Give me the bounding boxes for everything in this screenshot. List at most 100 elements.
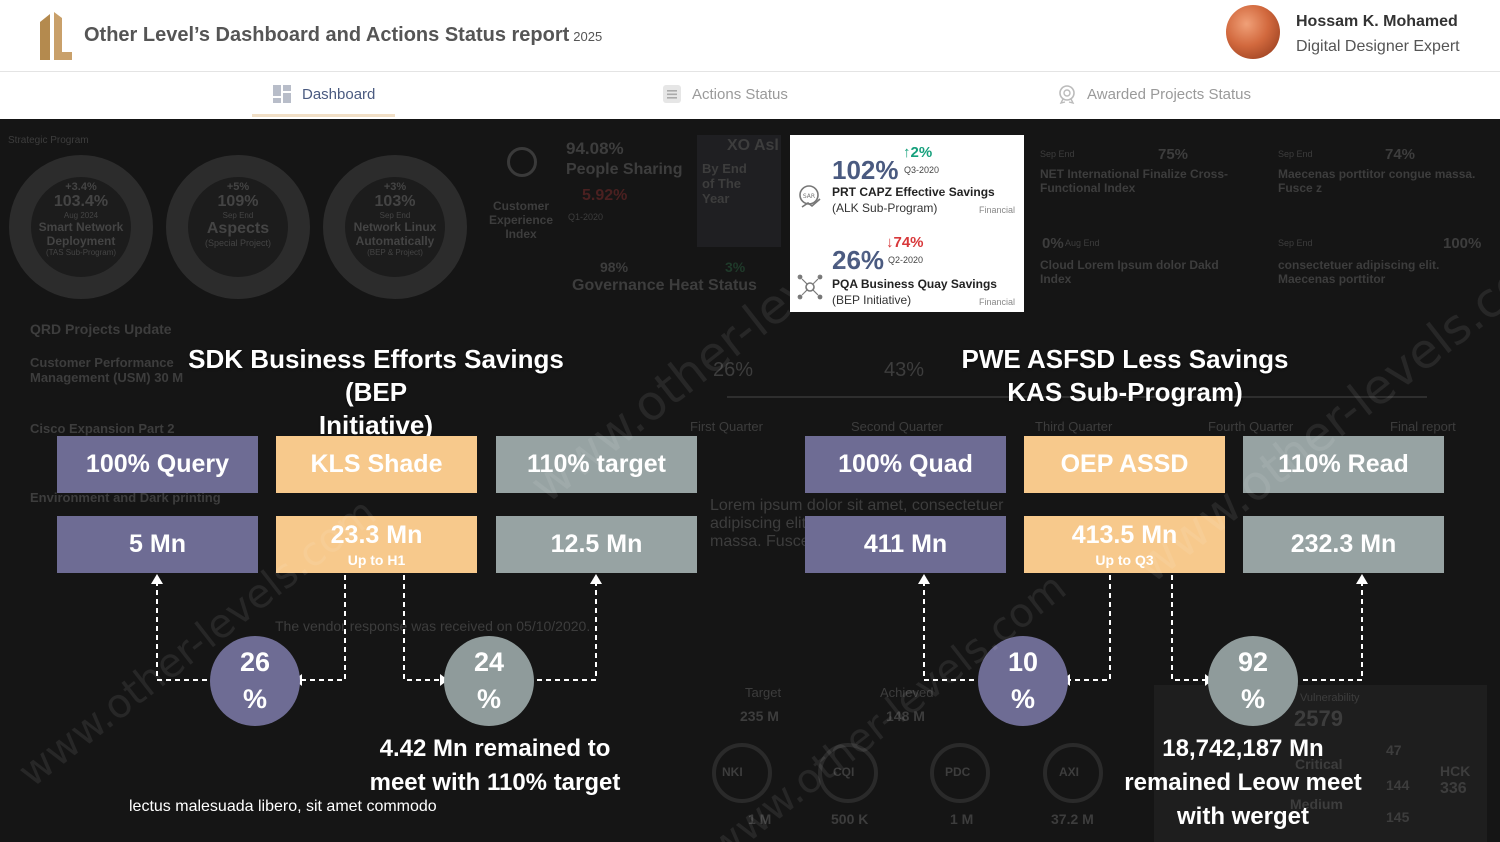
left-box-target[interactable]: 110% target bbox=[496, 436, 697, 493]
box-value: 23.3 Mn bbox=[330, 521, 423, 549]
side-value: 145 bbox=[1386, 809, 1410, 825]
tab-actions-status[interactable]: Actions Status bbox=[662, 84, 788, 104]
tab-awarded-projects[interactable]: Awarded Projects Status bbox=[1057, 84, 1251, 104]
ring-period: Sep End bbox=[379, 211, 411, 220]
quarter-label: Final report bbox=[1390, 419, 1456, 434]
right-value-box[interactable]: 411 Mn bbox=[805, 516, 1006, 573]
bubble-number: 92 bbox=[1237, 647, 1269, 677]
hck-value: 336 bbox=[1440, 780, 1467, 797]
tab-label: Actions Status bbox=[692, 85, 788, 103]
quarter-label: Fourth Quarter bbox=[1208, 419, 1294, 434]
vuln-label: Vulnerability bbox=[1300, 692, 1360, 704]
left-row: The vendor response was received on 05/1… bbox=[275, 618, 591, 634]
brand-logo bbox=[40, 12, 72, 60]
gov-pct: 98% bbox=[600, 259, 629, 275]
bubble-number: 24 bbox=[473, 647, 505, 677]
cx-label: Customer Experience Index bbox=[488, 199, 554, 241]
left-row: Environment and Dark printing bbox=[30, 490, 221, 505]
savings-pct: 102% bbox=[832, 155, 899, 185]
card-label: Cloud Lorem Ipsum dolor Dakd Index bbox=[1040, 258, 1219, 286]
gauge-value: 1 M bbox=[748, 811, 772, 827]
left-row: Customer Performance Management (USM) 30… bbox=[30, 355, 184, 385]
right-box-assd[interactable]: OEP ASSD bbox=[1024, 436, 1225, 493]
ring-pct: 103% bbox=[374, 193, 416, 210]
box-label: 100% Quad bbox=[838, 450, 973, 478]
arrow-down-icon: ↓ bbox=[886, 234, 894, 251]
ring-change: +3% bbox=[383, 181, 407, 193]
vuln-value: 2579 bbox=[1294, 706, 1343, 731]
right-bubble-pct: 92 % bbox=[1208, 636, 1298, 726]
side-value: 144 bbox=[1386, 777, 1410, 793]
box-sub: Up to H1 bbox=[347, 552, 406, 568]
savings-change-value: 74% bbox=[893, 234, 924, 251]
quarter-pct: 26% bbox=[713, 359, 754, 381]
left-box-shade[interactable]: KLS Shade bbox=[276, 436, 477, 493]
savings-tag: Financial bbox=[978, 297, 1015, 307]
card-pct: 74% bbox=[1385, 146, 1416, 163]
right-box-read[interactable]: 110% Read bbox=[1243, 436, 1444, 493]
gauge-label: CQI bbox=[833, 765, 855, 779]
savings-item: 26% ↓74% Q2-2020 PQA Business Quay Savin… bbox=[790, 225, 1024, 313]
quarter-line bbox=[727, 396, 1427, 398]
savings-card[interactable]: SAR 102% ↑2% Q3-2020 PRT CAPZ Effective … bbox=[790, 135, 1024, 312]
award-icon bbox=[1059, 85, 1075, 104]
summary-line: 4.42 Mn remained to bbox=[379, 735, 611, 762]
bubble-number: 26 bbox=[239, 647, 271, 677]
vulnerability-card bbox=[1154, 685, 1487, 842]
box-value: 5 Mn bbox=[129, 530, 186, 558]
right-box-quad[interactable]: 100% Quad bbox=[805, 436, 1006, 493]
left-row: Cisco Expansion Part 2 bbox=[30, 421, 175, 436]
right-value-box[interactable]: 232.3 Mn bbox=[1243, 516, 1444, 573]
ring-content: +5% 109% Sep End Aspects (Special Projec… bbox=[166, 181, 310, 248]
box-value: 411 Mn bbox=[863, 530, 948, 558]
bubble-unit: % bbox=[476, 684, 501, 714]
card-period: Sep End bbox=[1278, 149, 1313, 159]
bubble-number: 10 bbox=[1007, 647, 1039, 677]
left-value-box[interactable]: 5 Mn bbox=[57, 516, 258, 573]
ring-period: Aug 2024 bbox=[63, 211, 99, 220]
card-period: Sep End bbox=[1040, 149, 1075, 159]
card-pct: 100% bbox=[1443, 235, 1482, 252]
box-label: 110% target bbox=[527, 450, 666, 478]
quarter-label: Third Quarter bbox=[1035, 419, 1113, 434]
left-box-query[interactable]: 100% Query bbox=[57, 436, 258, 493]
people-period: Q1-2020 bbox=[568, 212, 604, 222]
gauge-value: 500 K bbox=[831, 811, 869, 827]
footer-note: lectus malesuada libero, sit amet commod… bbox=[129, 798, 437, 815]
savings-pct: 26% bbox=[832, 245, 885, 275]
title-line: KAS Sub-Program) bbox=[1007, 377, 1243, 407]
title-line: Initiative) bbox=[318, 410, 434, 440]
left-value-box[interactable]: 23.3 Mn Up to H1 bbox=[276, 516, 477, 573]
savings-sub: (BEP Initiative) bbox=[832, 293, 912, 307]
title-line: PWE ASFSD Less Savings bbox=[961, 344, 1289, 374]
gauge bbox=[930, 743, 990, 803]
achieved-label: Achieved bbox=[880, 685, 934, 700]
ring-pct: 109% bbox=[217, 193, 259, 210]
ring-sub: (Special Project) bbox=[204, 238, 272, 248]
right-value-box[interactable]: 413.5 Mn Up to Q3 bbox=[1024, 516, 1225, 573]
report-year: 2025 bbox=[573, 29, 603, 44]
medium-label: Medium bbox=[1290, 796, 1343, 812]
savings-change: ↓74% bbox=[886, 234, 924, 251]
left-bubble-pct: 26 % bbox=[210, 636, 300, 726]
gauge-value: 1 M bbox=[950, 811, 974, 827]
ring-label: Network Linux Automatically bbox=[353, 220, 437, 248]
savings-chart-icon: SAR bbox=[799, 185, 821, 208]
card-pct: 75% bbox=[1158, 146, 1189, 163]
bubble-unit: % bbox=[1240, 684, 1265, 714]
tab-dashboard[interactable]: Dashboard bbox=[251, 84, 396, 117]
bubble-unit: % bbox=[1010, 684, 1035, 714]
avatar[interactable] bbox=[1226, 5, 1280, 59]
summary-line: meet with 110% target bbox=[369, 769, 621, 796]
left-value-box[interactable]: 12.5 Mn bbox=[496, 516, 697, 573]
ring-sub: (TAS Sub-Program) bbox=[45, 248, 117, 257]
left-summary: 4.42 Mn remained to meet with 110% targe… bbox=[330, 732, 660, 800]
strategic-label: Strategic Program bbox=[8, 135, 89, 146]
critical-label: Critical bbox=[1295, 756, 1343, 772]
ring-period: Sep End bbox=[222, 211, 254, 220]
box-value: 12.5 Mn bbox=[550, 530, 643, 558]
summary-line: remained Leow meet bbox=[1124, 769, 1362, 796]
list-icon bbox=[663, 85, 681, 103]
box-sub: Up to Q3 bbox=[1095, 552, 1154, 568]
ring-pct: 103.4% bbox=[53, 193, 109, 210]
